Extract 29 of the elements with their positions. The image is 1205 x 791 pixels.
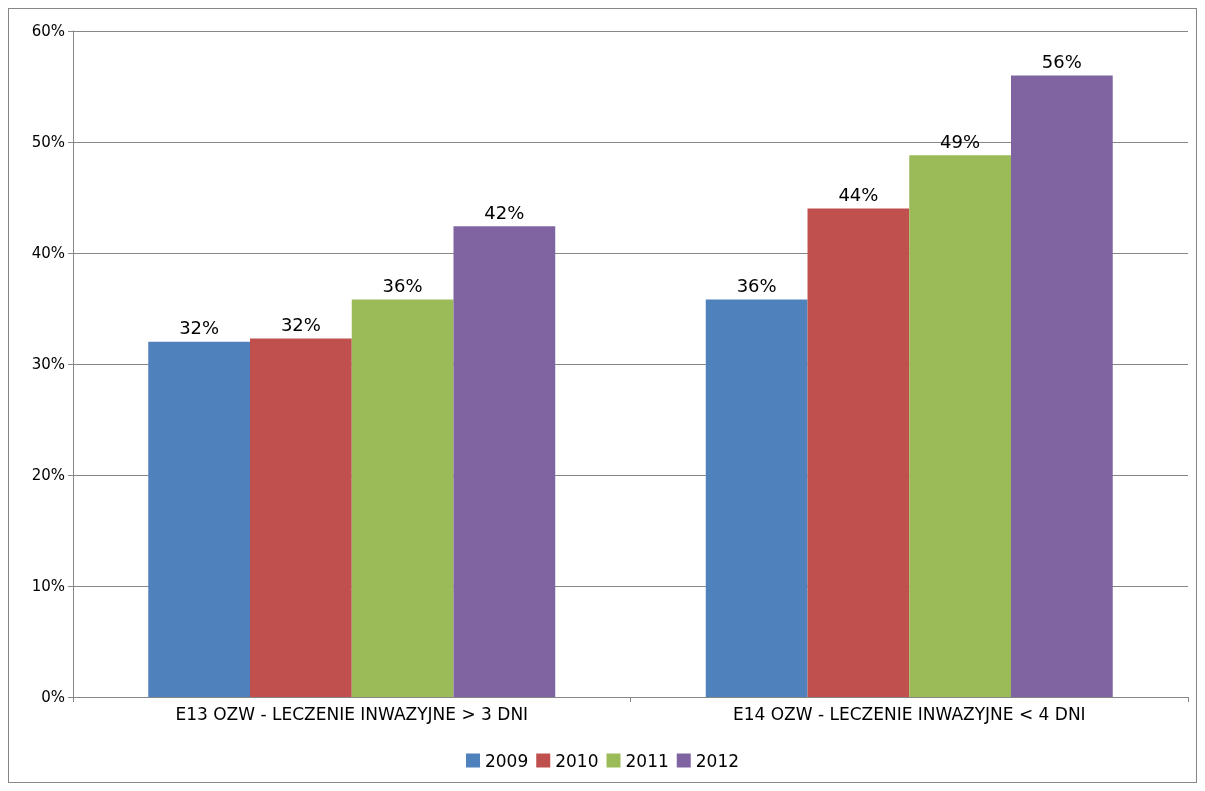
- y-tick-label: 10%: [31, 577, 65, 595]
- legend-label: 2010: [555, 750, 599, 771]
- legend-label: 2011: [625, 750, 669, 771]
- y-tick-label: 40%: [31, 244, 65, 262]
- bar: [1010, 75, 1113, 697]
- x-tick-label: E14 OZW - LECZENIE INWAZYJNE < 4 DNI: [732, 703, 1086, 724]
- data-label: 49%: [940, 130, 981, 152]
- legend-label: 2009: [484, 750, 529, 771]
- bar: [807, 208, 910, 697]
- y-tick-label: 60%: [31, 22, 65, 40]
- data-label: 32%: [179, 317, 220, 339]
- data-label: 36%: [736, 275, 777, 297]
- bar: [909, 155, 1011, 697]
- data-label: 42%: [484, 201, 525, 223]
- data-label: 32%: [280, 313, 321, 335]
- bar: [148, 341, 251, 697]
- bar: [351, 299, 454, 697]
- y-tick-label: 0%: [41, 688, 65, 706]
- y-tick-label: 20%: [31, 466, 65, 484]
- legend-label: 2012: [695, 750, 740, 771]
- x-tick-label: E13 OZW - LECZENIE INWAZYJNE > 3 DNI: [175, 703, 529, 724]
- bar: [453, 226, 556, 697]
- data-label: 36%: [382, 275, 423, 297]
- data-label: 44%: [838, 184, 879, 206]
- data-label: 56%: [1041, 50, 1082, 72]
- bar: [705, 299, 808, 697]
- bar: [250, 338, 352, 697]
- y-tick-label: 30%: [31, 355, 65, 373]
- y-tick-label: 50%: [31, 133, 65, 151]
